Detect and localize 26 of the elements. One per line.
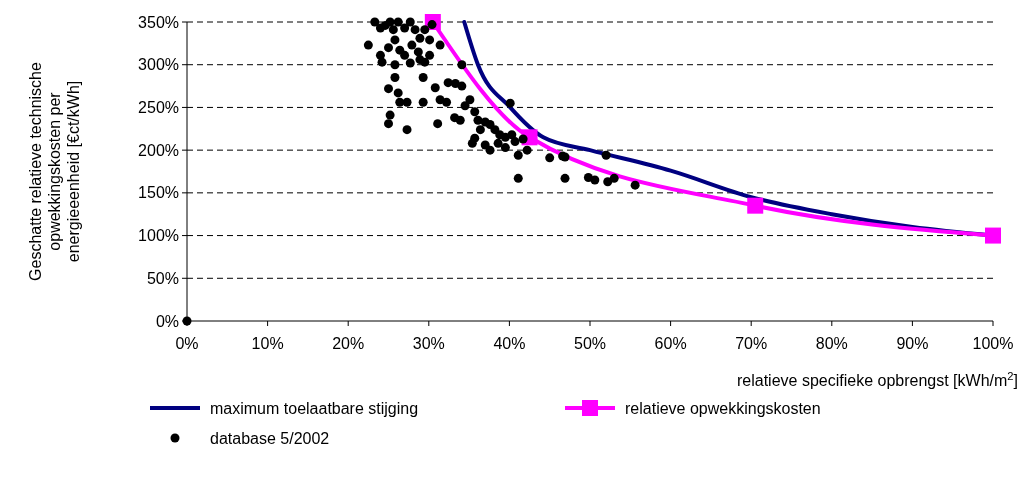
x-axis-title: relatieve specifieke opbrengst [kWh/m$^{2}$]	[736, 370, 1018, 389]
x-tick-label: 80%	[815, 335, 848, 352]
legend-label: database 5/2002	[210, 429, 330, 447]
y-tick-label: 200%	[138, 141, 179, 159]
x-tick-label: 30%	[412, 335, 445, 352]
y-tick-label: 350%	[138, 13, 179, 31]
x-tick-label: 20%	[332, 335, 365, 352]
x-tick-label: 90%	[896, 335, 929, 352]
x-tick-label: 10%	[251, 335, 284, 352]
y-tick-label: 250%	[138, 99, 179, 117]
x-tick-label: 100%	[972, 335, 1014, 352]
y-tick-label: 300%	[138, 56, 179, 74]
point	[985, 227, 1001, 244]
y-tick-label: 0%	[155, 312, 179, 330]
y-tick-label: 50%	[146, 269, 179, 287]
x-tick-label: 60%	[654, 335, 687, 352]
y-axis-title: Geschatte relatieve technische opwekkingskosten per energieeenheid [€ct/kWh]	[26, 62, 83, 281]
x-tick-label: 40%	[493, 335, 526, 352]
y-tick-label: 150%	[138, 184, 179, 202]
legend-label: maximum toelaatbare stijging	[210, 399, 419, 417]
x-tick-label: 0%	[175, 335, 199, 352]
x-tick-label: 50%	[573, 335, 607, 352]
legend-label: relatieve opwekkingskosten	[625, 399, 821, 417]
y-tick-label: 100%	[138, 227, 179, 245]
point	[747, 197, 764, 214]
x-tick-label: 70%	[735, 335, 768, 352]
